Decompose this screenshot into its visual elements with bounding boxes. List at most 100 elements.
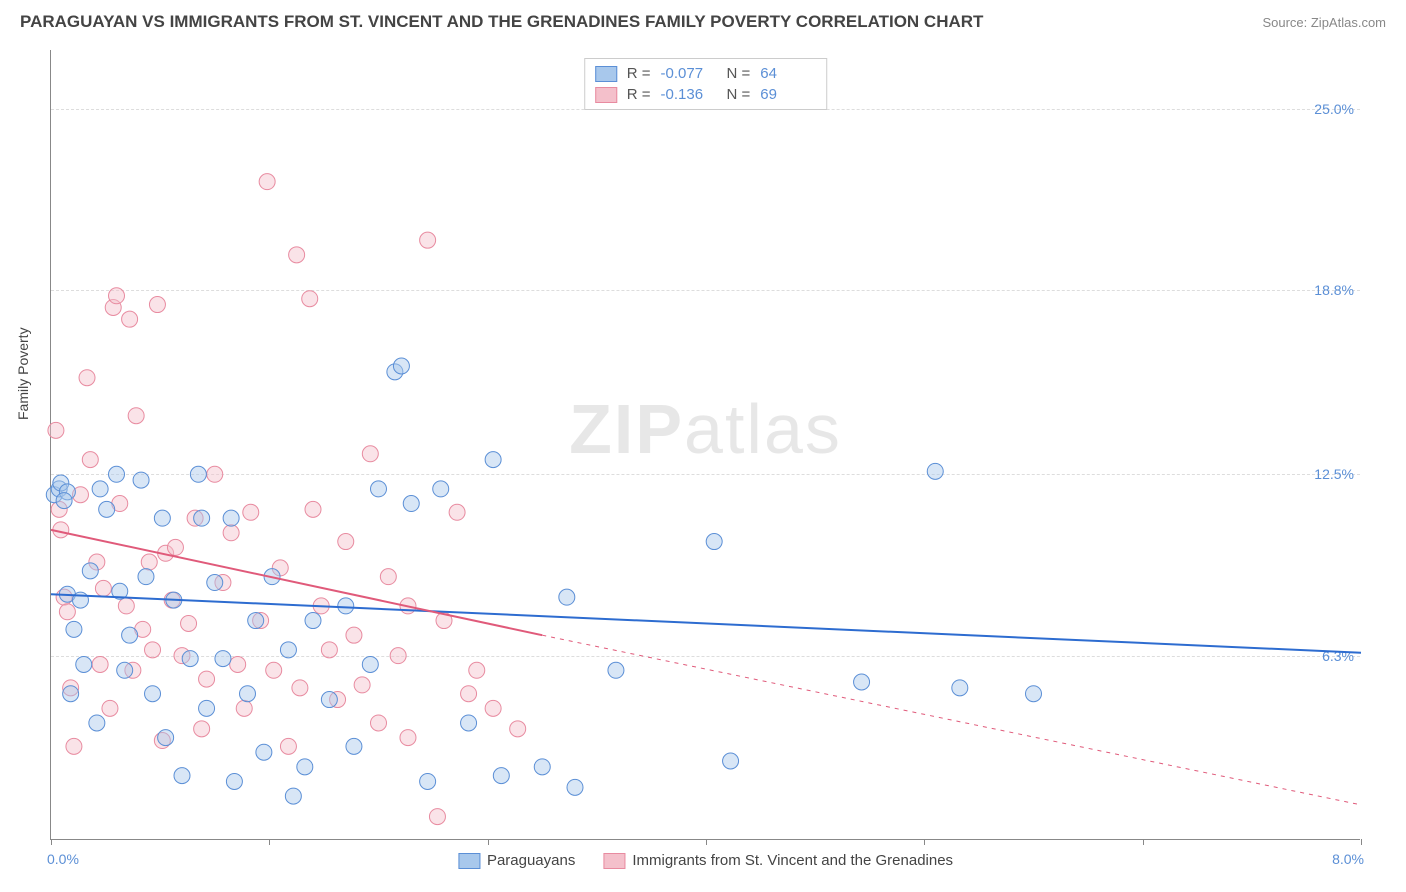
blue-point [280,642,296,658]
blue-point [82,563,98,579]
pink-point [321,642,337,658]
blue-point [854,674,870,690]
pink-point [280,738,296,754]
blue-point [145,686,161,702]
blue-point [66,621,82,637]
pink-point [141,554,157,570]
pink-point [243,504,259,520]
pink-point [122,311,138,327]
pink-point [292,680,308,696]
x-axis-max: 8.0% [1332,851,1364,867]
blue-point [190,466,206,482]
blue-point [248,613,264,629]
pink-point [420,232,436,248]
blue-point [362,656,378,672]
pink-point [266,662,282,678]
blue-point [199,700,215,716]
blue-point [461,715,477,731]
blue-point [493,768,509,784]
pink-point [109,288,125,304]
pink-point [510,721,526,737]
plot-area: ZIPatlas 25.0%18.8%12.5%6.3% R = -0.077 … [50,50,1360,840]
x-axis-min: 0.0% [47,851,79,867]
blue-point [240,686,256,702]
pink-point [289,247,305,263]
pink-point [371,715,387,731]
blue-point [371,481,387,497]
blue-point [1026,686,1042,702]
pink-point [82,452,98,468]
r-value-pink: -0.136 [661,86,717,103]
pink-point [362,446,378,462]
n-value-blue: 64 [760,65,816,82]
pink-point [194,721,210,737]
chart-title: PARAGUAYAN VS IMMIGRANTS FROM ST. VINCEN… [20,12,983,32]
pink-point [199,671,215,687]
pink-point [145,642,161,658]
pink-point [469,662,485,678]
blue-point [154,510,170,526]
pink-point [59,604,75,620]
x-tick-mark [706,839,707,845]
blue-point [223,510,239,526]
pink-point [102,700,118,716]
scatter-svg [51,50,1360,839]
blue-point [89,715,105,731]
blue-point [393,358,409,374]
pink-point [338,534,354,550]
swatch-blue-icon [458,853,480,869]
blue-point [158,730,174,746]
blue-point [338,598,354,614]
pink-point [259,174,275,190]
pink-point [95,580,111,596]
x-tick-mark [51,839,52,845]
pink-point [305,501,321,517]
pink-point [167,539,183,555]
blue-point [608,662,624,678]
trend-line-pink-solid [51,530,542,635]
legend-label-blue: Paraguayans [487,852,575,869]
blue-point [109,466,125,482]
pink-point [449,504,465,520]
trend-line-blue [51,594,1361,653]
blue-point [559,589,575,605]
legend-label-pink: Immigrants from St. Vincent and the Gren… [632,852,953,869]
n-value-pink: 69 [760,86,816,103]
pink-point [79,370,95,386]
r-value-blue: -0.077 [661,65,717,82]
legend-item-blue: Paraguayans [458,852,575,869]
pink-point [346,627,362,643]
blue-point [285,788,301,804]
blue-point [194,510,210,526]
pink-point [230,656,246,672]
blue-point [215,651,231,667]
blue-point [63,686,79,702]
blue-point [207,575,223,591]
x-tick-mark [1361,839,1362,845]
blue-point [56,493,72,509]
blue-point [174,768,190,784]
pink-point [461,686,477,702]
blue-point [226,773,242,789]
blue-point [952,680,968,696]
x-tick-mark [488,839,489,845]
chart-source: Source: ZipAtlas.com [1262,15,1386,30]
pink-point [354,677,370,693]
blue-point [567,779,583,795]
blue-point [138,569,154,585]
blue-point [420,773,436,789]
blue-point [723,753,739,769]
y-axis-label: Family Poverty [15,327,31,420]
blue-point [182,651,198,667]
blue-point [133,472,149,488]
pink-point [66,738,82,754]
legend-item-pink: Immigrants from St. Vincent and the Gren… [603,852,953,869]
pink-point [429,809,445,825]
blue-point [297,759,313,775]
pink-point [181,615,197,631]
blue-point [76,656,92,672]
trend-line-pink-dashed [542,635,1361,805]
blue-point [321,692,337,708]
blue-point [534,759,550,775]
blue-point [485,452,501,468]
